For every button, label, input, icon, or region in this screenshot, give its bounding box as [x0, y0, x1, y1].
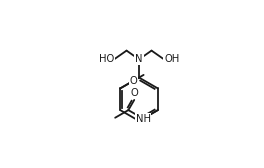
- Text: N: N: [135, 54, 143, 64]
- Text: O: O: [130, 76, 137, 86]
- Text: O: O: [130, 88, 138, 98]
- Text: NH: NH: [136, 114, 150, 124]
- Text: HO: HO: [99, 54, 114, 64]
- Text: OH: OH: [164, 54, 179, 64]
